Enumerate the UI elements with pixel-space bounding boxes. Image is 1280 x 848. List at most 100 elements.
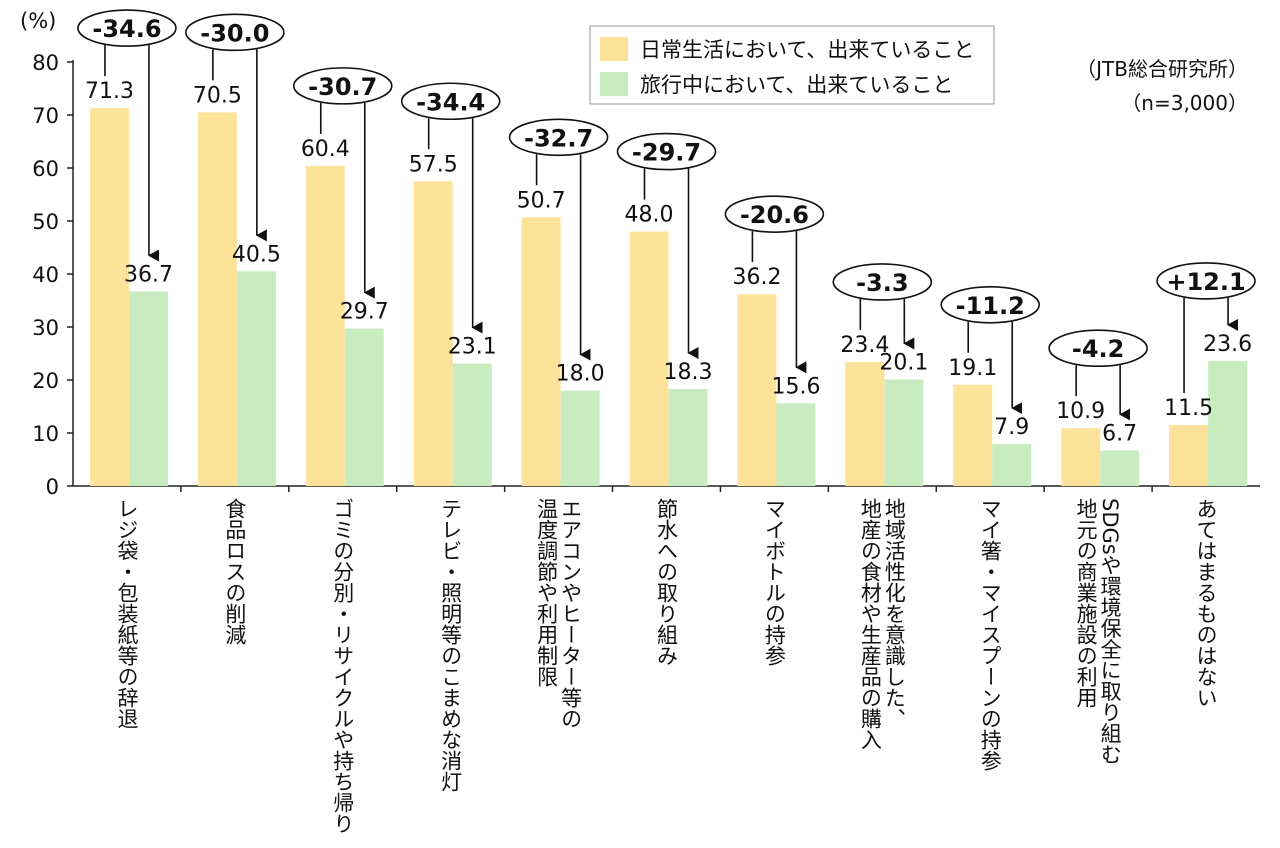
y-tick-label: 70: [32, 104, 59, 128]
y-tick-label: 30: [32, 316, 59, 340]
y-tick-label: 0: [46, 475, 59, 499]
source-note: （JTB総合研究所）: [1076, 57, 1248, 81]
legend-swatch-daily: [600, 37, 628, 61]
bar-daily: [1169, 425, 1209, 486]
legend-label-travel: 旅行中において、出来ていること: [640, 73, 953, 97]
bar-daily: [1061, 428, 1101, 486]
value-label-daily: 71.3: [85, 79, 134, 104]
category-label: ゴミの分別・リサイクルや持ち帰り: [331, 498, 355, 834]
difference-badge: [940, 285, 1041, 324]
sample-size-note: （n=3,000）: [1121, 91, 1248, 115]
difference-badge: [1048, 329, 1148, 368]
difference-label: -34.6: [92, 15, 161, 43]
value-label-travel: 29.7: [340, 300, 389, 325]
value-label-travel: 23.1: [448, 335, 497, 360]
legend-swatch-travel: [600, 72, 628, 96]
value-label-travel: 6.7: [1102, 421, 1137, 446]
bar-travel: [884, 379, 924, 486]
category-label: 温度調節や利用制限: [535, 498, 559, 687]
bar-travel: [1208, 360, 1248, 486]
y-tick-label: 20: [32, 369, 59, 393]
legend: 日常生活において、出来ていること 旅行中において、出来ていること: [589, 25, 995, 105]
bar-daily: [305, 165, 345, 486]
y-tick-label: 50: [32, 210, 59, 234]
bar-travel: [236, 271, 276, 486]
value-label-daily: 48.0: [625, 203, 674, 228]
bar-travel: [344, 328, 384, 486]
category-label: 食品ロスの削減: [223, 498, 247, 645]
difference-badge: [508, 118, 609, 157]
category-label: あてはまるものはない: [1194, 498, 1218, 708]
value-label-daily: 19.1: [948, 356, 997, 381]
y-tick-label: 60: [32, 157, 59, 181]
value-label-travel: 7.9: [994, 415, 1029, 440]
bar-daily: [197, 112, 237, 486]
legend-box: [589, 25, 995, 105]
y-tick-label: 40: [32, 263, 59, 287]
bar-daily: [953, 384, 993, 486]
y-axis-unit-label: (%): [20, 9, 56, 33]
difference-label: +12.1: [1166, 268, 1245, 296]
bar-daily: [737, 294, 777, 486]
difference-badge: [1156, 262, 1256, 300]
value-label-travel: 18.3: [664, 360, 713, 385]
value-label-daily: 50.7: [517, 188, 566, 213]
difference-badge: [400, 82, 501, 121]
value-label-daily: 10.9: [1056, 399, 1105, 424]
difference-label: -34.4: [416, 88, 485, 116]
category-label: 地元の商業施設の利用: [1074, 498, 1098, 708]
category-label: 節水への取り組み: [655, 498, 679, 666]
difference-annotations: -34.6 -30.0 -30.7 -34.4 -32.7 -29.7 -20.6 -3.3 -…: [77, 9, 1256, 421]
difference-badge: [77, 9, 177, 47]
y-tick-label: 10: [32, 422, 59, 446]
difference-label: -20.6: [740, 201, 809, 229]
difference-label: -3.3: [856, 269, 908, 297]
category-label: エアコンやヒーター等の: [559, 498, 583, 729]
category-label: マイボトルの持参: [762, 498, 786, 666]
value-label-daily: 60.4: [301, 137, 350, 162]
y-tick-label: 80: [32, 51, 59, 75]
bar-travel: [1100, 450, 1140, 486]
difference-label: -30.7: [308, 73, 377, 101]
category-labels: レジ袋・包装紙等の辞退 食品ロスの削減 ゴミの分別・リサイクルや持ち帰り テレビ・照明…: [115, 498, 1218, 834]
bar-daily: [413, 181, 453, 486]
value-label-travel: 20.1: [879, 350, 928, 375]
value-label-travel: 15.6: [771, 374, 820, 399]
difference-label: -32.7: [524, 124, 593, 152]
difference-label: -11.2: [956, 292, 1025, 320]
difference-label: -4.2: [1072, 335, 1124, 363]
difference-badge: [724, 195, 825, 233]
category-label: マイ箸・マイスプーンの持参: [978, 498, 1002, 771]
bar-daily: [845, 361, 885, 486]
value-label-daily: 11.5: [1164, 396, 1213, 421]
bar-travel: [776, 403, 816, 486]
value-label-daily: 23.4: [840, 333, 889, 358]
value-label-daily: 57.5: [409, 152, 458, 177]
value-label-daily: 70.5: [193, 83, 242, 108]
difference-badge: [292, 67, 393, 105]
difference-badge: [616, 132, 717, 171]
bar-daily: [629, 231, 669, 486]
category-label: 地域活性化を意識した、: [882, 498, 906, 729]
value-label-travel: 36.7: [124, 262, 173, 287]
category-label: SDGsや環境保全に取り組む: [1098, 498, 1122, 765]
difference-label: -29.7: [632, 139, 701, 167]
value-label-daily: 36.2: [732, 265, 781, 290]
bar-travel: [452, 363, 492, 486]
bar-daily: [521, 217, 561, 487]
value-label-travel: 40.5: [232, 242, 281, 267]
value-label-travel: 23.6: [1203, 332, 1252, 357]
difference-badge: [185, 13, 285, 52]
value-label-travel: 18.0: [556, 362, 605, 387]
category-label: レジ袋・包装紙等の辞退: [115, 498, 139, 729]
bars-group: 71.3 36.7 70.5 40.5 60.4 29.7 57.5 23.1 50.7 18.0…: [85, 79, 1252, 487]
legend-label-daily: 日常生活において、出来ていること: [640, 38, 974, 62]
bar-travel: [129, 291, 168, 486]
category-label: テレビ・照明等のこまめな消灯: [439, 498, 463, 792]
bar-daily: [90, 108, 129, 487]
bar-travel: [560, 390, 600, 486]
bar-travel: [992, 444, 1032, 486]
difference-label: -30.0: [200, 19, 269, 47]
difference-badge: [832, 263, 933, 301]
